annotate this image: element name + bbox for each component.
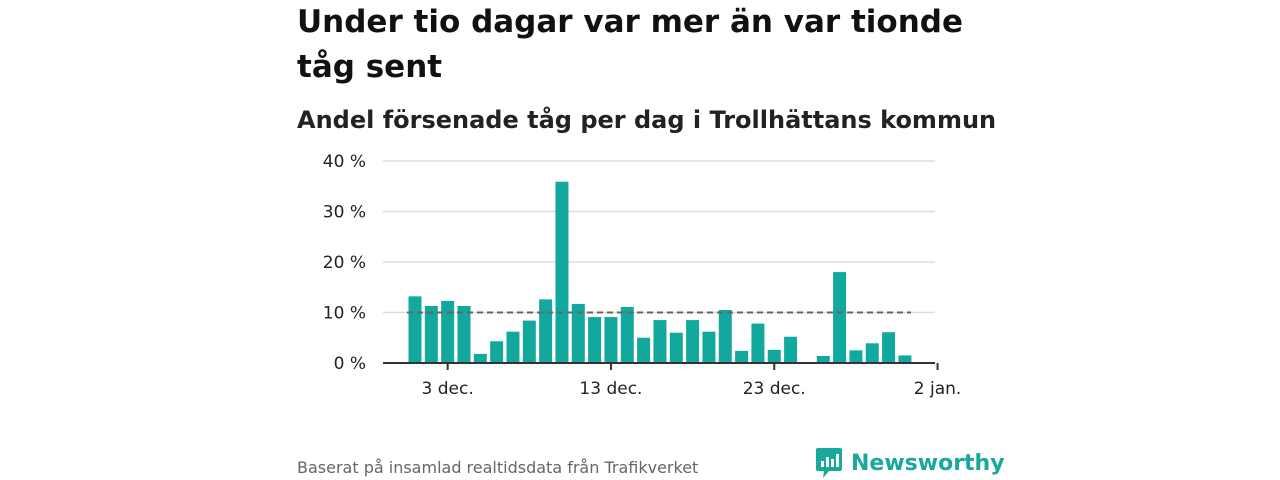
y-tick-label: 40 %	[323, 152, 366, 172]
bar	[882, 332, 896, 363]
bar	[784, 336, 798, 363]
bar	[555, 181, 569, 363]
bar	[735, 350, 749, 363]
brand-logo[interactable]: Newsworthy	[815, 447, 1005, 479]
bar	[490, 341, 504, 363]
bar	[898, 355, 912, 363]
x-tick-label: 23 dec.	[743, 379, 806, 399]
newsworthy-logo-icon	[816, 448, 842, 478]
bar	[571, 303, 585, 363]
bar	[702, 331, 716, 363]
x-tick-label: 13 dec.	[579, 379, 642, 399]
bar	[849, 350, 863, 363]
bar	[539, 299, 553, 363]
y-tick-label: 10 %	[323, 304, 366, 324]
x-tick-label: 2 jan.	[914, 379, 962, 399]
bar	[408, 296, 422, 363]
chart-subtitle: Andel försenade tåg per dag i Trollhätta…	[297, 106, 997, 134]
bar	[457, 305, 471, 363]
bar	[637, 337, 651, 363]
bar	[865, 343, 879, 363]
bar-chart: 0 % 10 % 20 % 30 % 40 % 3 dec. 13 dec. 23 dec. 2…	[323, 152, 962, 399]
y-tick-label: 0 %	[334, 354, 366, 374]
bar	[588, 317, 602, 363]
bar	[718, 309, 732, 363]
bar	[506, 331, 520, 363]
bar	[816, 355, 830, 363]
bar	[767, 349, 781, 363]
bar	[653, 320, 667, 363]
chart-title: Under tio dagar var mer än var tionde tå…	[297, 4, 964, 85]
bar	[441, 300, 455, 363]
brand-name: Newsworthy	[851, 450, 1005, 476]
bar	[424, 305, 438, 363]
bar	[686, 320, 700, 363]
source-note: Baserat på insamlad realtidsdata från Tr…	[297, 458, 699, 477]
bar	[669, 332, 683, 363]
bar	[833, 272, 847, 363]
bar	[604, 317, 618, 363]
bar	[751, 323, 765, 363]
x-tick-label: 3 dec.	[422, 379, 474, 399]
bar	[473, 353, 487, 363]
y-tick-label: 30 %	[323, 203, 366, 223]
y-tick-label: 20 %	[323, 253, 366, 273]
bar	[620, 306, 634, 363]
bar	[522, 320, 536, 363]
